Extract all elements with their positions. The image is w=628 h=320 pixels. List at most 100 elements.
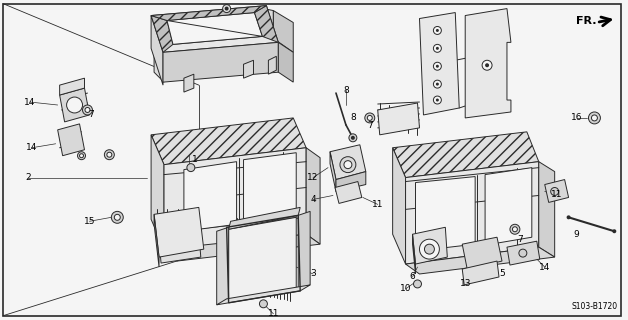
Polygon shape [163,42,278,82]
Circle shape [416,282,420,286]
Text: 3: 3 [310,269,316,278]
Circle shape [85,108,90,112]
Polygon shape [167,20,263,44]
Text: 15: 15 [84,217,95,226]
Polygon shape [377,103,420,135]
Polygon shape [306,148,320,244]
Circle shape [413,280,421,288]
Polygon shape [154,214,159,267]
Polygon shape [462,261,499,285]
Circle shape [612,229,616,233]
Circle shape [519,249,527,257]
Polygon shape [229,207,300,229]
Polygon shape [184,162,237,231]
Polygon shape [544,180,568,203]
Circle shape [433,80,441,88]
Polygon shape [273,11,293,52]
Polygon shape [184,74,194,92]
Circle shape [436,65,439,68]
Polygon shape [154,207,203,257]
Circle shape [104,150,114,160]
Text: 11: 11 [551,190,563,199]
Polygon shape [298,212,310,289]
Circle shape [107,152,112,157]
Polygon shape [229,217,296,301]
Circle shape [65,137,75,147]
Text: 8: 8 [350,113,355,123]
Text: 12: 12 [308,173,319,182]
Circle shape [261,302,266,306]
Polygon shape [507,241,539,265]
Circle shape [367,116,372,120]
Circle shape [551,188,559,196]
Circle shape [111,212,123,223]
Text: 8: 8 [343,85,349,95]
Circle shape [433,27,441,35]
Circle shape [433,62,441,70]
Polygon shape [485,168,532,245]
Circle shape [82,105,92,115]
Polygon shape [151,16,163,85]
Polygon shape [254,5,278,42]
Polygon shape [154,9,273,82]
Circle shape [114,214,121,220]
Circle shape [259,300,268,308]
Polygon shape [164,148,306,251]
Text: 14: 14 [24,98,36,107]
Circle shape [80,154,84,158]
Polygon shape [58,124,85,156]
Polygon shape [60,78,85,95]
Text: 11: 11 [268,309,279,318]
Polygon shape [406,162,539,264]
Polygon shape [151,16,173,52]
Polygon shape [420,12,459,115]
Text: 7: 7 [89,110,94,119]
Polygon shape [151,5,266,20]
Polygon shape [244,60,254,78]
Circle shape [566,215,571,219]
Circle shape [365,113,375,123]
Text: S103-B1720: S103-B1720 [571,302,618,311]
Circle shape [436,83,439,86]
Circle shape [436,29,439,32]
Circle shape [512,227,517,232]
Polygon shape [413,227,447,264]
Polygon shape [406,247,555,274]
Polygon shape [159,233,201,263]
Polygon shape [392,132,539,178]
Text: 14: 14 [26,143,38,152]
Text: 13: 13 [460,279,471,288]
Circle shape [592,115,597,121]
Text: 4: 4 [310,195,316,204]
Polygon shape [151,5,278,52]
Circle shape [425,244,435,254]
Circle shape [436,47,439,50]
Polygon shape [151,118,306,165]
Circle shape [77,152,85,160]
Circle shape [344,161,352,169]
Polygon shape [336,172,365,191]
Polygon shape [268,56,276,74]
Polygon shape [465,9,511,118]
Polygon shape [60,88,89,122]
Text: 7: 7 [367,121,372,130]
Text: 11: 11 [372,200,384,209]
Polygon shape [167,8,268,44]
Text: 1: 1 [192,155,198,164]
Circle shape [225,7,229,11]
Text: 16: 16 [571,113,582,123]
Text: 6: 6 [409,272,415,282]
Circle shape [187,164,195,172]
Circle shape [67,97,82,113]
Polygon shape [330,152,336,191]
Text: FR.: FR. [577,15,597,26]
Polygon shape [392,148,406,264]
Polygon shape [330,145,365,180]
Polygon shape [278,42,293,82]
Polygon shape [335,181,362,204]
Polygon shape [151,135,164,249]
Circle shape [433,44,441,52]
Circle shape [588,112,600,124]
Text: 10: 10 [400,284,411,293]
Text: 14: 14 [539,262,550,272]
